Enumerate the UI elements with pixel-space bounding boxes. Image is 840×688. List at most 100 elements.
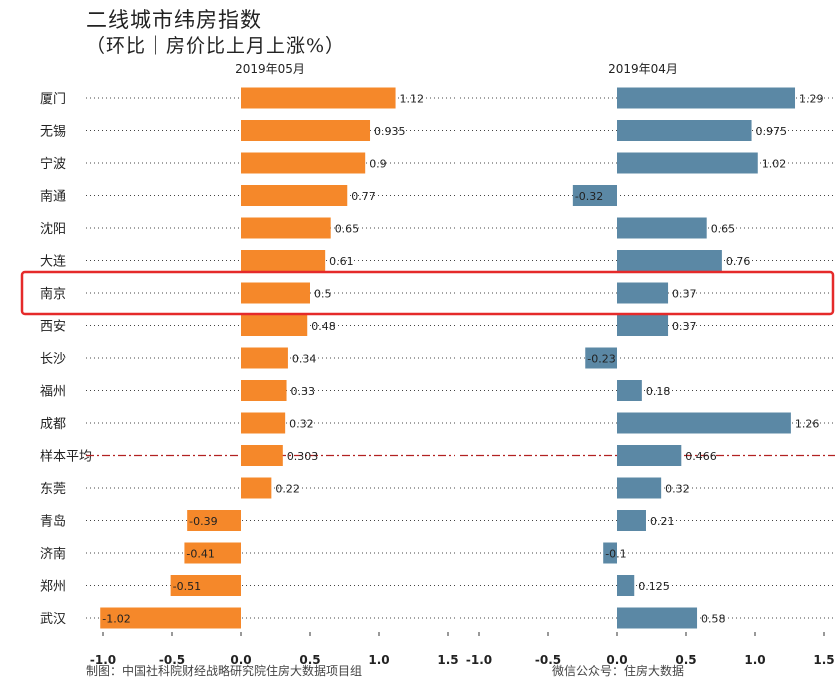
x-tick-label: 1.0 bbox=[368, 653, 389, 667]
bar-南京 bbox=[617, 282, 669, 304]
bar-郑州 bbox=[170, 575, 241, 596]
category-label: 郑州 bbox=[40, 580, 66, 595]
value-label: -0.41 bbox=[186, 548, 214, 561]
value-label: 0.33 bbox=[291, 385, 316, 398]
bar-样本平均 bbox=[617, 445, 682, 466]
category-label: 济南 bbox=[40, 546, 66, 562]
bar-济南 bbox=[603, 542, 617, 564]
value-label: 0.935 bbox=[374, 125, 406, 138]
bar-沈阳 bbox=[617, 217, 707, 239]
value-label: 0.32 bbox=[289, 418, 314, 431]
x-tick-label: -0.5 bbox=[159, 653, 185, 667]
bar-成都 bbox=[241, 412, 286, 434]
bar-西安 bbox=[241, 315, 308, 336]
category-label: 福州 bbox=[40, 385, 66, 400]
category-label: 长沙 bbox=[40, 352, 66, 367]
bar-成都 bbox=[617, 412, 791, 434]
value-label: 0.9 bbox=[369, 158, 387, 171]
bar-样本平均 bbox=[241, 445, 283, 466]
bar-长沙 bbox=[241, 347, 288, 369]
bar-西安 bbox=[617, 315, 669, 336]
category-label: 成都 bbox=[40, 417, 66, 432]
value-label: 0.37 bbox=[672, 288, 697, 301]
value-label: 0.77 bbox=[351, 190, 376, 203]
chart-title: 二线城市纬房指数 bbox=[86, 8, 262, 32]
category-label: 西安 bbox=[40, 320, 66, 335]
value-label: 1.26 bbox=[795, 418, 820, 431]
value-label: 0.32 bbox=[665, 483, 690, 496]
bar-福州 bbox=[241, 380, 287, 401]
category-label: 青岛 bbox=[40, 514, 66, 530]
bar-无锡 bbox=[617, 120, 752, 141]
x-tick-label: 0.5 bbox=[675, 653, 696, 667]
value-label: 0.61 bbox=[329, 255, 354, 268]
category-label: 沈阳 bbox=[40, 222, 66, 237]
value-label: 1.02 bbox=[762, 158, 787, 171]
bar-南通 bbox=[572, 185, 617, 206]
bar-长沙 bbox=[585, 347, 617, 369]
bar-福州 bbox=[617, 380, 642, 401]
value-label: 0.466 bbox=[685, 450, 717, 463]
value-label: 0.303 bbox=[287, 450, 319, 463]
category-label: 东莞 bbox=[40, 482, 66, 497]
value-label: -1.02 bbox=[102, 613, 130, 626]
bar-南京 bbox=[241, 282, 310, 304]
panel-title: 2019年04月 bbox=[608, 62, 678, 76]
panel-title: 2019年05月 bbox=[235, 62, 305, 76]
value-label: -0.32 bbox=[575, 190, 603, 203]
value-label: -0.23 bbox=[587, 353, 615, 366]
x-tick-label: 0.0 bbox=[230, 653, 251, 667]
category-label: 大连 bbox=[40, 254, 66, 270]
value-label: 0.58 bbox=[701, 613, 726, 626]
footer-source: 制图：中国社科院财经战略研究院住房大数据项目组 bbox=[86, 664, 363, 678]
category-label: 南通 bbox=[40, 189, 66, 205]
bar-宁波 bbox=[241, 152, 366, 174]
value-label: 1.29 bbox=[799, 93, 824, 106]
value-label: -0.39 bbox=[189, 515, 217, 528]
value-label: -0.51 bbox=[173, 580, 201, 593]
category-label: 南京 bbox=[40, 286, 66, 302]
x-tick-label: -1.0 bbox=[90, 653, 116, 667]
x-tick-label: 1.5 bbox=[437, 653, 458, 667]
value-label: 0.975 bbox=[756, 125, 788, 138]
value-label: 0.5 bbox=[314, 288, 332, 301]
bar-无锡 bbox=[241, 120, 371, 141]
bar-济南 bbox=[184, 542, 241, 564]
value-label: 0.125 bbox=[638, 580, 670, 593]
category-label: 武汉 bbox=[40, 612, 66, 627]
x-tick-label: 0.0 bbox=[606, 653, 627, 667]
chart-subtitle: （环比｜房价比上月上涨%） bbox=[86, 35, 346, 57]
value-label: 1.12 bbox=[400, 93, 425, 106]
value-label: -0.1 bbox=[605, 548, 626, 561]
footer-wechat: 微信公众号：住房大数据 bbox=[552, 664, 685, 678]
value-label: 0.48 bbox=[311, 320, 336, 333]
bar-东莞 bbox=[241, 477, 272, 499]
value-label: 0.65 bbox=[335, 223, 360, 236]
bar-厦门 bbox=[617, 87, 796, 109]
x-tick-label: 0.5 bbox=[299, 653, 320, 667]
bar-武汉 bbox=[100, 607, 242, 629]
x-tick-label: -1.0 bbox=[466, 653, 492, 667]
bar-宁波 bbox=[617, 152, 758, 174]
x-tick-label: 1.5 bbox=[813, 653, 834, 667]
category-label: 宁波 bbox=[40, 156, 66, 172]
category-label: 无锡 bbox=[40, 125, 66, 140]
value-label: 0.76 bbox=[726, 255, 751, 268]
highlight-box bbox=[20, 270, 835, 316]
value-label: 0.18 bbox=[646, 385, 671, 398]
bar-青岛 bbox=[617, 510, 646, 531]
category-label: 样本平均 bbox=[40, 450, 92, 465]
bar-南通 bbox=[241, 185, 348, 206]
bar-青岛 bbox=[187, 510, 241, 531]
bar-大连 bbox=[617, 250, 722, 271]
category-label: 厦门 bbox=[40, 92, 66, 107]
value-label: 0.21 bbox=[650, 515, 675, 528]
bar-厦门 bbox=[241, 87, 396, 109]
value-label: 0.37 bbox=[672, 320, 697, 333]
value-label: 0.65 bbox=[711, 223, 736, 236]
bar-武汉 bbox=[617, 607, 698, 629]
bar-东莞 bbox=[617, 477, 662, 499]
x-tick-label: 1.0 bbox=[744, 653, 765, 667]
value-label: 0.34 bbox=[292, 353, 317, 366]
